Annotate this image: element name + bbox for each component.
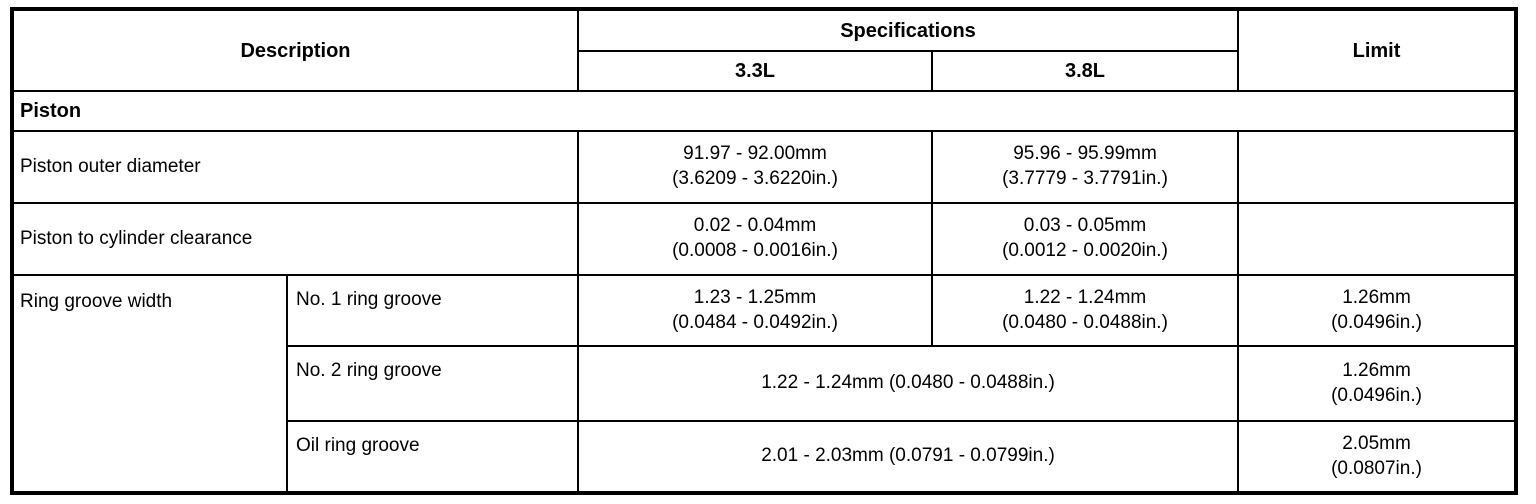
limit-piston-outer-diameter <box>1237 130 1518 204</box>
table-row: Oil ring groove 2.01 - 2.03mm (0.0791 - … <box>12 420 1518 494</box>
section-title-piston: Piston <box>10 90 1518 132</box>
row-label-piston-outer-diameter: Piston outer diameter <box>11 130 579 204</box>
spec-value-in: (3.7779 - 3.7791in.) <box>1002 168 1168 189</box>
spec-combined-no2-ring-groove: 1.22 - 1.24mm (0.0480 - 0.0488in.) <box>576 345 1240 422</box>
spec-value-mm: 1.23 - 1.25mm <box>693 286 817 308</box>
header-limit: Limit <box>1237 8 1518 92</box>
row-label-ring-groove-width: Ring groove width <box>11 274 288 494</box>
header-engine-3-8l: 3.8L <box>930 50 1240 92</box>
limit-value-mm: 2.05mm <box>1342 432 1411 454</box>
spec-3-3l-no1-ring-groove: 1.23 - 1.25mm (0.0484 - 0.0492in.) <box>577 274 933 347</box>
limit-oil-ring-groove: 2.05mm (0.0807in.) <box>1237 420 1518 494</box>
spec-combined-oil-ring-groove: 2.01 - 2.03mm (0.0791 - 0.0799in.) <box>576 420 1240 494</box>
table-row: Piston outer diameter 91.97 - 92.00mm (3… <box>11 130 1518 204</box>
header-row-2: 3.3L 3.8L <box>12 50 1516 92</box>
row-label-oil-ring-groove: Oil ring groove <box>286 420 579 494</box>
row-label-no2-ring-groove: No. 2 ring groove <box>286 345 579 422</box>
section-row-piston: Piston <box>10 90 1518 132</box>
table-row: No. 2 ring groove 1.22 - 1.24mm (0.0480 … <box>12 345 1518 422</box>
spec-3-8l-piston-to-cylinder-clearance: 0.03 - 0.05mm (0.0012 - 0.0020in.) <box>930 202 1240 276</box>
spec-value-mm: 91.97 - 92.00mm <box>683 143 827 165</box>
spec-3-8l-no1-ring-groove: 1.22 - 1.24mm (0.0480 - 0.0488in.) <box>930 274 1240 347</box>
header-description: Description <box>11 8 579 92</box>
spec-value-in: (0.0008 - 0.0016in.) <box>672 240 838 261</box>
spec-3-3l-piston-outer-diameter: 91.97 - 92.00mm (3.6209 - 3.6220in.) <box>577 130 933 204</box>
limit-value-in: (0.0807in.) <box>1331 457 1422 479</box>
spec-value-mm: 1.22 - 1.24mm <box>1023 286 1147 308</box>
table-row: Piston to cylinder clearance 0.02 - 0.04… <box>11 202 1518 276</box>
row-label-no1-ring-groove: No. 1 ring groove <box>286 274 579 347</box>
spec-value-mm: 95.96 - 95.99mm <box>1013 143 1157 165</box>
spec-value-in: (0.0484 - 0.0492in.) <box>672 311 838 333</box>
table-row: Ring groove width No. 1 ring groove 1.23… <box>11 274 1518 494</box>
limit-piston-to-cylinder-clearance <box>1237 202 1518 276</box>
limit-value-in: (0.0496in.) <box>1331 384 1422 406</box>
piston-specifications-table: Description Specifications Limit 3.3L 3.… <box>10 7 1519 495</box>
header-specifications: Specifications <box>576 8 1240 52</box>
limit-value-mm: 1.26mm <box>1342 359 1411 381</box>
spec-value-in: (3.6209 - 3.6220in.) <box>672 168 838 189</box>
spec-value-in: (0.0480 - 0.0488in.) <box>1002 311 1168 333</box>
spec-value-mm: 0.02 - 0.04mm <box>693 215 817 237</box>
spec-3-8l-piston-outer-diameter: 95.96 - 95.99mm (3.7779 - 3.7791in.) <box>930 130 1240 204</box>
limit-no2-ring-groove: 1.26mm (0.0496in.) <box>1237 345 1518 422</box>
spec-3-3l-piston-to-cylinder-clearance: 0.02 - 0.04mm (0.0008 - 0.0016in.) <box>577 202 933 276</box>
row-label-piston-to-cylinder-clearance: Piston to cylinder clearance <box>11 202 579 276</box>
spec-value-in: (0.0012 - 0.0020in.) <box>1002 240 1168 261</box>
header-row-1: Description Specifications Limit <box>11 8 1518 92</box>
limit-value-mm: 1.26mm <box>1342 286 1411 308</box>
limit-no1-ring-groove: 1.26mm (0.0496in.) <box>1237 274 1518 347</box>
header-engine-3-3l: 3.3L <box>577 50 933 92</box>
spec-value-mm: 0.03 - 0.05mm <box>1023 215 1147 237</box>
limit-value-in: (0.0496in.) <box>1331 311 1422 333</box>
